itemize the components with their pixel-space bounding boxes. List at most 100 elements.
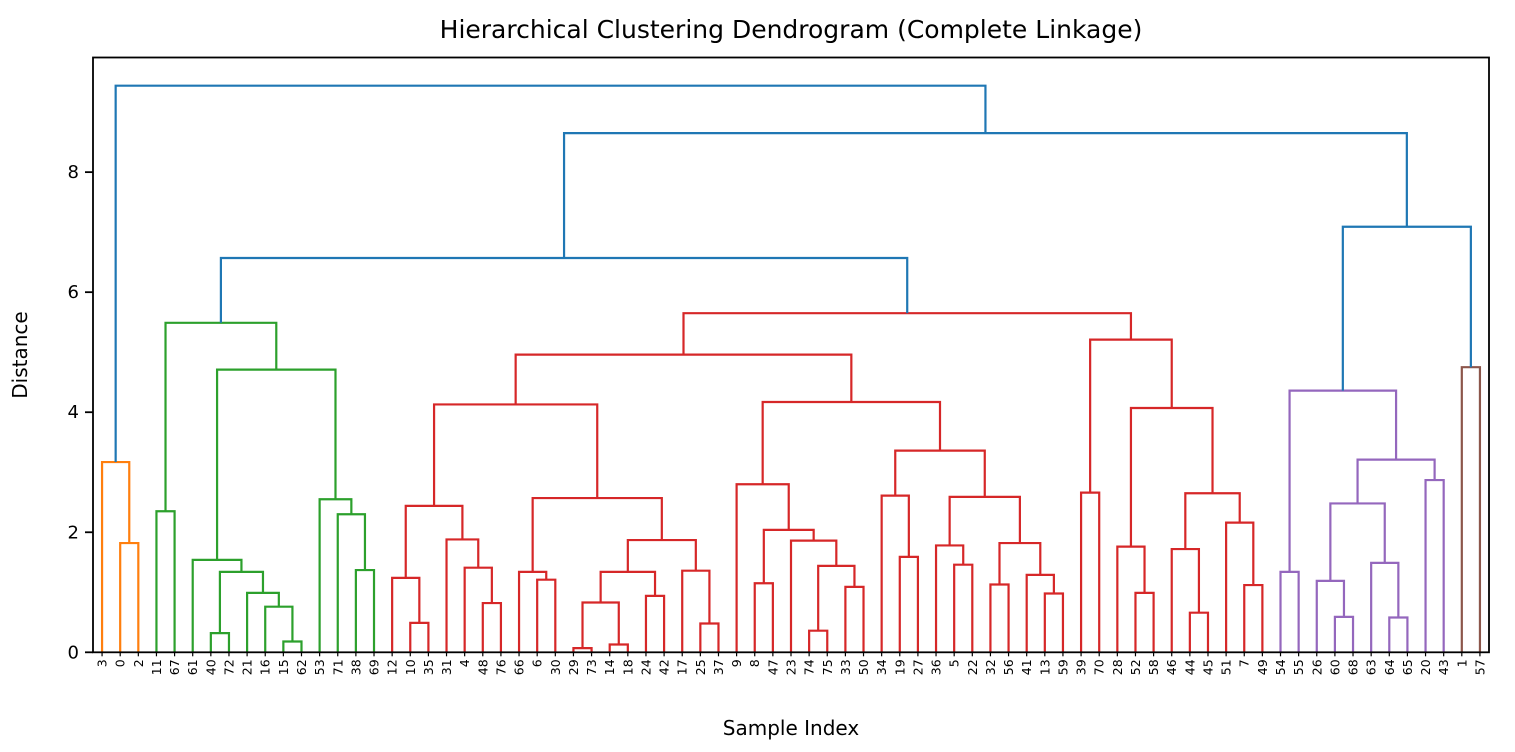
dendrogram-link (432, 403, 599, 506)
x-leaf-label: 12 (385, 659, 400, 675)
dendrogram-link (699, 622, 720, 653)
x-leaf-label: 72 (221, 659, 236, 675)
x-leaf-label: 35 (421, 659, 436, 675)
dendrogram-link (608, 643, 629, 653)
x-leaf-label: 27 (910, 659, 925, 675)
dendrogram-link (817, 564, 856, 631)
dendrogram-link (264, 605, 294, 653)
dendrogram-link (1188, 611, 1210, 653)
x-leaf-label: 15 (276, 659, 291, 675)
x-leaf-label: 17 (675, 659, 690, 675)
x-leaf-label: 10 (403, 659, 418, 675)
dendrogram-link (445, 538, 480, 653)
dendrogram-link (481, 601, 503, 653)
dendrogram-link (998, 541, 1042, 585)
x-leaf-label: 25 (693, 659, 708, 675)
dendrogram-link (989, 583, 1010, 653)
x-leaf-label: 60 (1327, 659, 1342, 675)
dendrogram-link (336, 513, 367, 653)
x-leaf-label: 54 (1273, 659, 1288, 675)
x-leaf-label: 52 (1128, 659, 1143, 675)
x-leaf-label: 45 (1200, 659, 1215, 675)
dendrogram-link (246, 591, 280, 653)
dendrogram-link (562, 132, 1408, 258)
x-leaf-label: 75 (820, 659, 835, 675)
dendrogram-link (1288, 389, 1398, 572)
dendrogram-link (948, 495, 1021, 546)
x-leaf-label: 1 (1454, 659, 1469, 667)
x-leaf-label: 38 (348, 659, 363, 675)
x-leaf-label: 44 (1182, 659, 1197, 675)
x-leaf-label: 32 (983, 659, 998, 675)
dendrogram-link (753, 582, 774, 653)
x-leaf-label: 33 (838, 659, 853, 675)
dendrogram-link (191, 558, 243, 653)
x-leaf-label: 61 (185, 659, 200, 675)
x-leaf-label: 4 (457, 659, 472, 667)
dendrogram-link (218, 570, 265, 634)
dendrogram-link (934, 544, 965, 653)
dendrogram-link (953, 563, 974, 653)
y-tick-label: 4 (68, 402, 79, 423)
x-leaf-label: 30 (548, 659, 563, 675)
dendrogram-link (536, 578, 557, 653)
chart-title: Hierarchical Clustering Dendrogram (Comp… (440, 15, 1143, 44)
dendrogram-link (318, 498, 353, 653)
x-leaf-label: 50 (856, 659, 871, 675)
dendrogram-link (581, 601, 620, 649)
x-leaf-label: 55 (1291, 659, 1306, 675)
dendrogram-link (100, 460, 131, 653)
x-leaf-label: 70 (1092, 659, 1107, 675)
dendrogram-link (119, 541, 140, 653)
dendrogram-link (789, 539, 838, 653)
x-leaf-label: 59 (1055, 659, 1070, 675)
dendrogram-link (404, 504, 464, 578)
x-leaf-label: 24 (638, 659, 653, 675)
x-leaf-label: 11 (149, 659, 164, 675)
x-leaf-label: 43 (1436, 659, 1451, 675)
dendrogram-link (880, 494, 910, 653)
dendrogram-link (1225, 521, 1255, 653)
x-leaf-label: 28 (1110, 659, 1125, 675)
dendrogram-links (100, 84, 1482, 653)
x-leaf-label: 0 (113, 659, 128, 667)
x-leaf-label: 3 (95, 659, 110, 667)
x-leaf-label: 69 (367, 659, 382, 675)
dendrogram-link (761, 400, 942, 485)
y-tick-label: 6 (68, 282, 79, 303)
x-leaf-label: 2 (131, 659, 146, 667)
x-leaf-label: 8 (747, 659, 762, 667)
x-leaf-label: 58 (1146, 659, 1161, 675)
x-leaf-label: 7 (1237, 659, 1252, 667)
x-leaf-label: 14 (602, 659, 617, 675)
dendrogram-link (114, 84, 987, 463)
dendrogram-link (762, 528, 815, 584)
dendrogram-link (894, 449, 986, 497)
x-leaf-label: 53 (312, 659, 327, 675)
x-leaf-label: 67 (167, 659, 182, 675)
dendrogram-link (1025, 573, 1055, 653)
dendrogram-link (514, 353, 853, 405)
x-leaf-label: 29 (566, 659, 581, 675)
x-leaf-label: 62 (294, 659, 309, 675)
x-leaf-label: 51 (1219, 659, 1234, 675)
y-tick-label: 2 (68, 522, 79, 543)
x-leaf-label: 13 (1037, 659, 1052, 675)
dendrogram-link (1388, 616, 1409, 653)
dendrogram-link (1184, 492, 1241, 550)
x-leaf-label: 56 (1001, 659, 1016, 675)
x-leaf-label: 22 (965, 659, 980, 675)
dendrogram-link (391, 576, 421, 653)
dendrogram-link (735, 483, 790, 653)
x-leaf-label: 39 (1074, 659, 1089, 675)
dendrogram-link (463, 566, 493, 653)
dendrogram-link (1279, 570, 1300, 653)
x-leaf-label: 64 (1382, 659, 1397, 675)
dendrogram-link (1243, 583, 1264, 653)
x-leaf-label: 5 (947, 659, 962, 667)
x-leaf-label: 19 (892, 659, 907, 675)
dendrogram-link (1043, 592, 1065, 653)
y-axis-label: Distance (8, 311, 32, 398)
x-leaf-label: 48 (475, 659, 490, 675)
